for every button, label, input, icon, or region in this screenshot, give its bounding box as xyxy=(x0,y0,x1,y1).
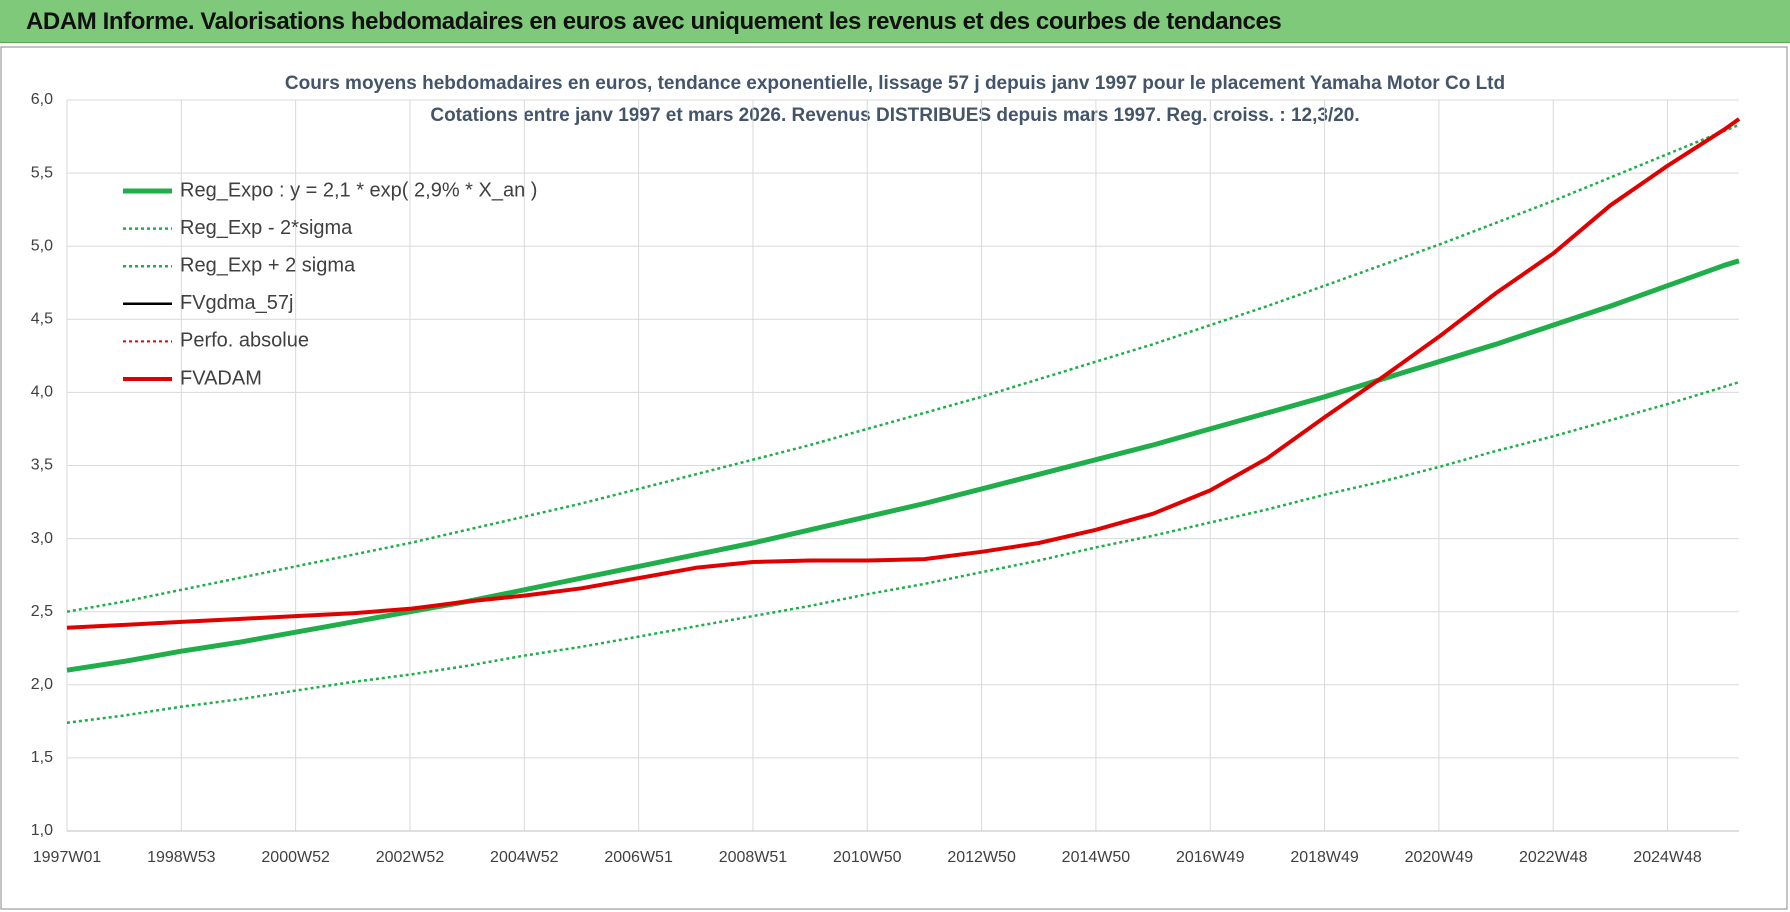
x-tick-label: 2012W50 xyxy=(947,849,1016,866)
x-tick-label: 2008W51 xyxy=(719,849,788,866)
x-tick-label: 2018W49 xyxy=(1290,849,1359,866)
header-bar: ADAM Informe. Valorisations hebdomadaire… xyxy=(0,0,1790,43)
x-tick-label: 2004W52 xyxy=(490,849,559,866)
x-tick-label: 2000W52 xyxy=(261,849,330,866)
y-tick-label: 3,5 xyxy=(31,457,53,474)
series-line xyxy=(66,117,1741,630)
chart-subtitle: Cotations entre janv 1997 et mars 2026. … xyxy=(430,105,1359,126)
chart-title: Cours moyens hebdomadaires en euros, ten… xyxy=(285,73,1505,94)
series-line xyxy=(66,381,1740,725)
x-tick-label: 2002W52 xyxy=(376,849,445,866)
y-tick-label: 4,5 xyxy=(31,311,53,328)
x-tick-label: 2014W50 xyxy=(1062,849,1131,866)
series-line xyxy=(66,123,1740,613)
legend-label: Reg_Exp + 2 sigma xyxy=(180,254,356,276)
chart-frame xyxy=(0,46,1788,910)
legend-label: FVgdma_57j xyxy=(180,292,293,314)
x-tick-label: 2022W48 xyxy=(1519,849,1588,866)
y-tick-label: 5,5 xyxy=(31,164,53,181)
x-tick-label: 2010W50 xyxy=(833,849,902,866)
x-tick-label: 2006W51 xyxy=(604,849,673,866)
header-title: ADAM Informe. Valorisations hebdomadaire… xyxy=(26,8,1282,35)
legend-label: Perfo. absolue xyxy=(180,330,309,352)
y-tick-label: 5,0 xyxy=(31,237,53,254)
legend-label: Reg_Expo : y = 2,1 * exp( 2,9% * X_an ) xyxy=(180,179,537,201)
y-tick-label: 2,5 xyxy=(31,603,53,620)
chart: Cours moyens hebdomadaires en euros, ten… xyxy=(0,46,1788,910)
x-tick-label: 1998W53 xyxy=(147,849,216,866)
y-tick-label: 6,0 xyxy=(31,91,53,108)
series-line xyxy=(66,258,1740,673)
y-tick-label: 1,5 xyxy=(31,749,53,766)
y-tick-label: 4,0 xyxy=(31,384,53,401)
x-tick-label: 1997W01 xyxy=(33,849,102,866)
x-tick-label: 2024W48 xyxy=(1633,849,1702,866)
y-tick-label: 1,0 xyxy=(31,822,53,839)
x-tick-label: 2016W49 xyxy=(1176,849,1245,866)
y-tick-label: 3,0 xyxy=(31,530,53,547)
legend-label: FVADAM xyxy=(180,367,262,389)
legend-label: Reg_Exp - 2*sigma xyxy=(180,217,353,239)
x-tick-label: 2020W49 xyxy=(1405,849,1474,866)
y-tick-label: 2,0 xyxy=(31,676,53,693)
